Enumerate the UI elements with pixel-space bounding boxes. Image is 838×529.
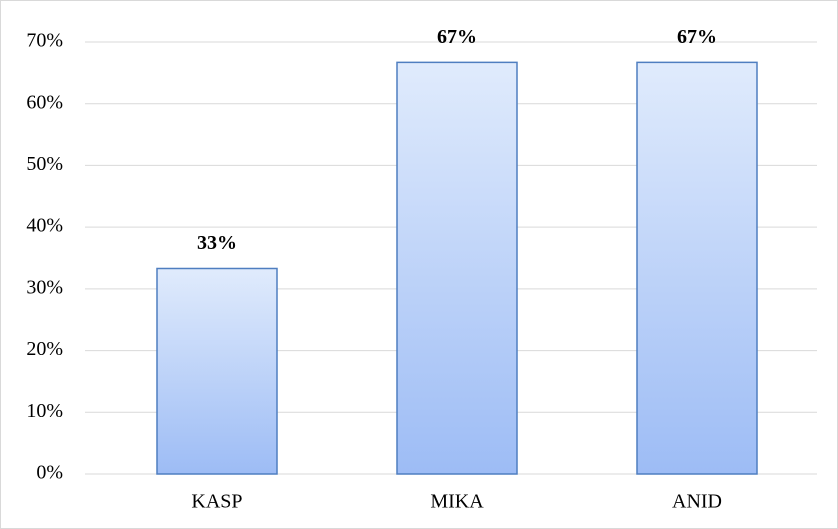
y-tick-label: 60% (26, 91, 63, 113)
data-label: 33% (197, 232, 237, 254)
y-tick-label: 50% (26, 153, 63, 175)
y-tick-label: 30% (26, 276, 63, 298)
x-tick-label: ANID (672, 491, 722, 513)
bar (636, 61, 758, 475)
data-label: 67% (677, 26, 717, 48)
y-tick-label: 70% (26, 30, 63, 52)
y-tick-label: 40% (26, 215, 63, 237)
bar (396, 61, 518, 475)
y-tick-label: 0% (36, 462, 63, 484)
x-tick-label: MIKA (430, 491, 484, 513)
data-label: 67% (437, 26, 477, 48)
x-tick-label: KASP (191, 491, 242, 513)
y-tick-label: 10% (26, 400, 63, 422)
bar (156, 267, 278, 475)
y-tick-label: 20% (26, 338, 63, 360)
